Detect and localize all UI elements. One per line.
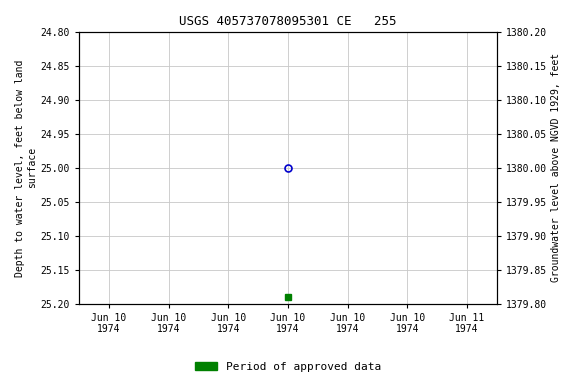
Legend: Period of approved data: Period of approved data	[191, 358, 385, 377]
Y-axis label: Groundwater level above NGVD 1929, feet: Groundwater level above NGVD 1929, feet	[551, 53, 561, 283]
Y-axis label: Depth to water level, feet below land
surface: Depth to water level, feet below land su…	[15, 59, 37, 276]
Title: USGS 405737078095301 CE   255: USGS 405737078095301 CE 255	[179, 15, 397, 28]
